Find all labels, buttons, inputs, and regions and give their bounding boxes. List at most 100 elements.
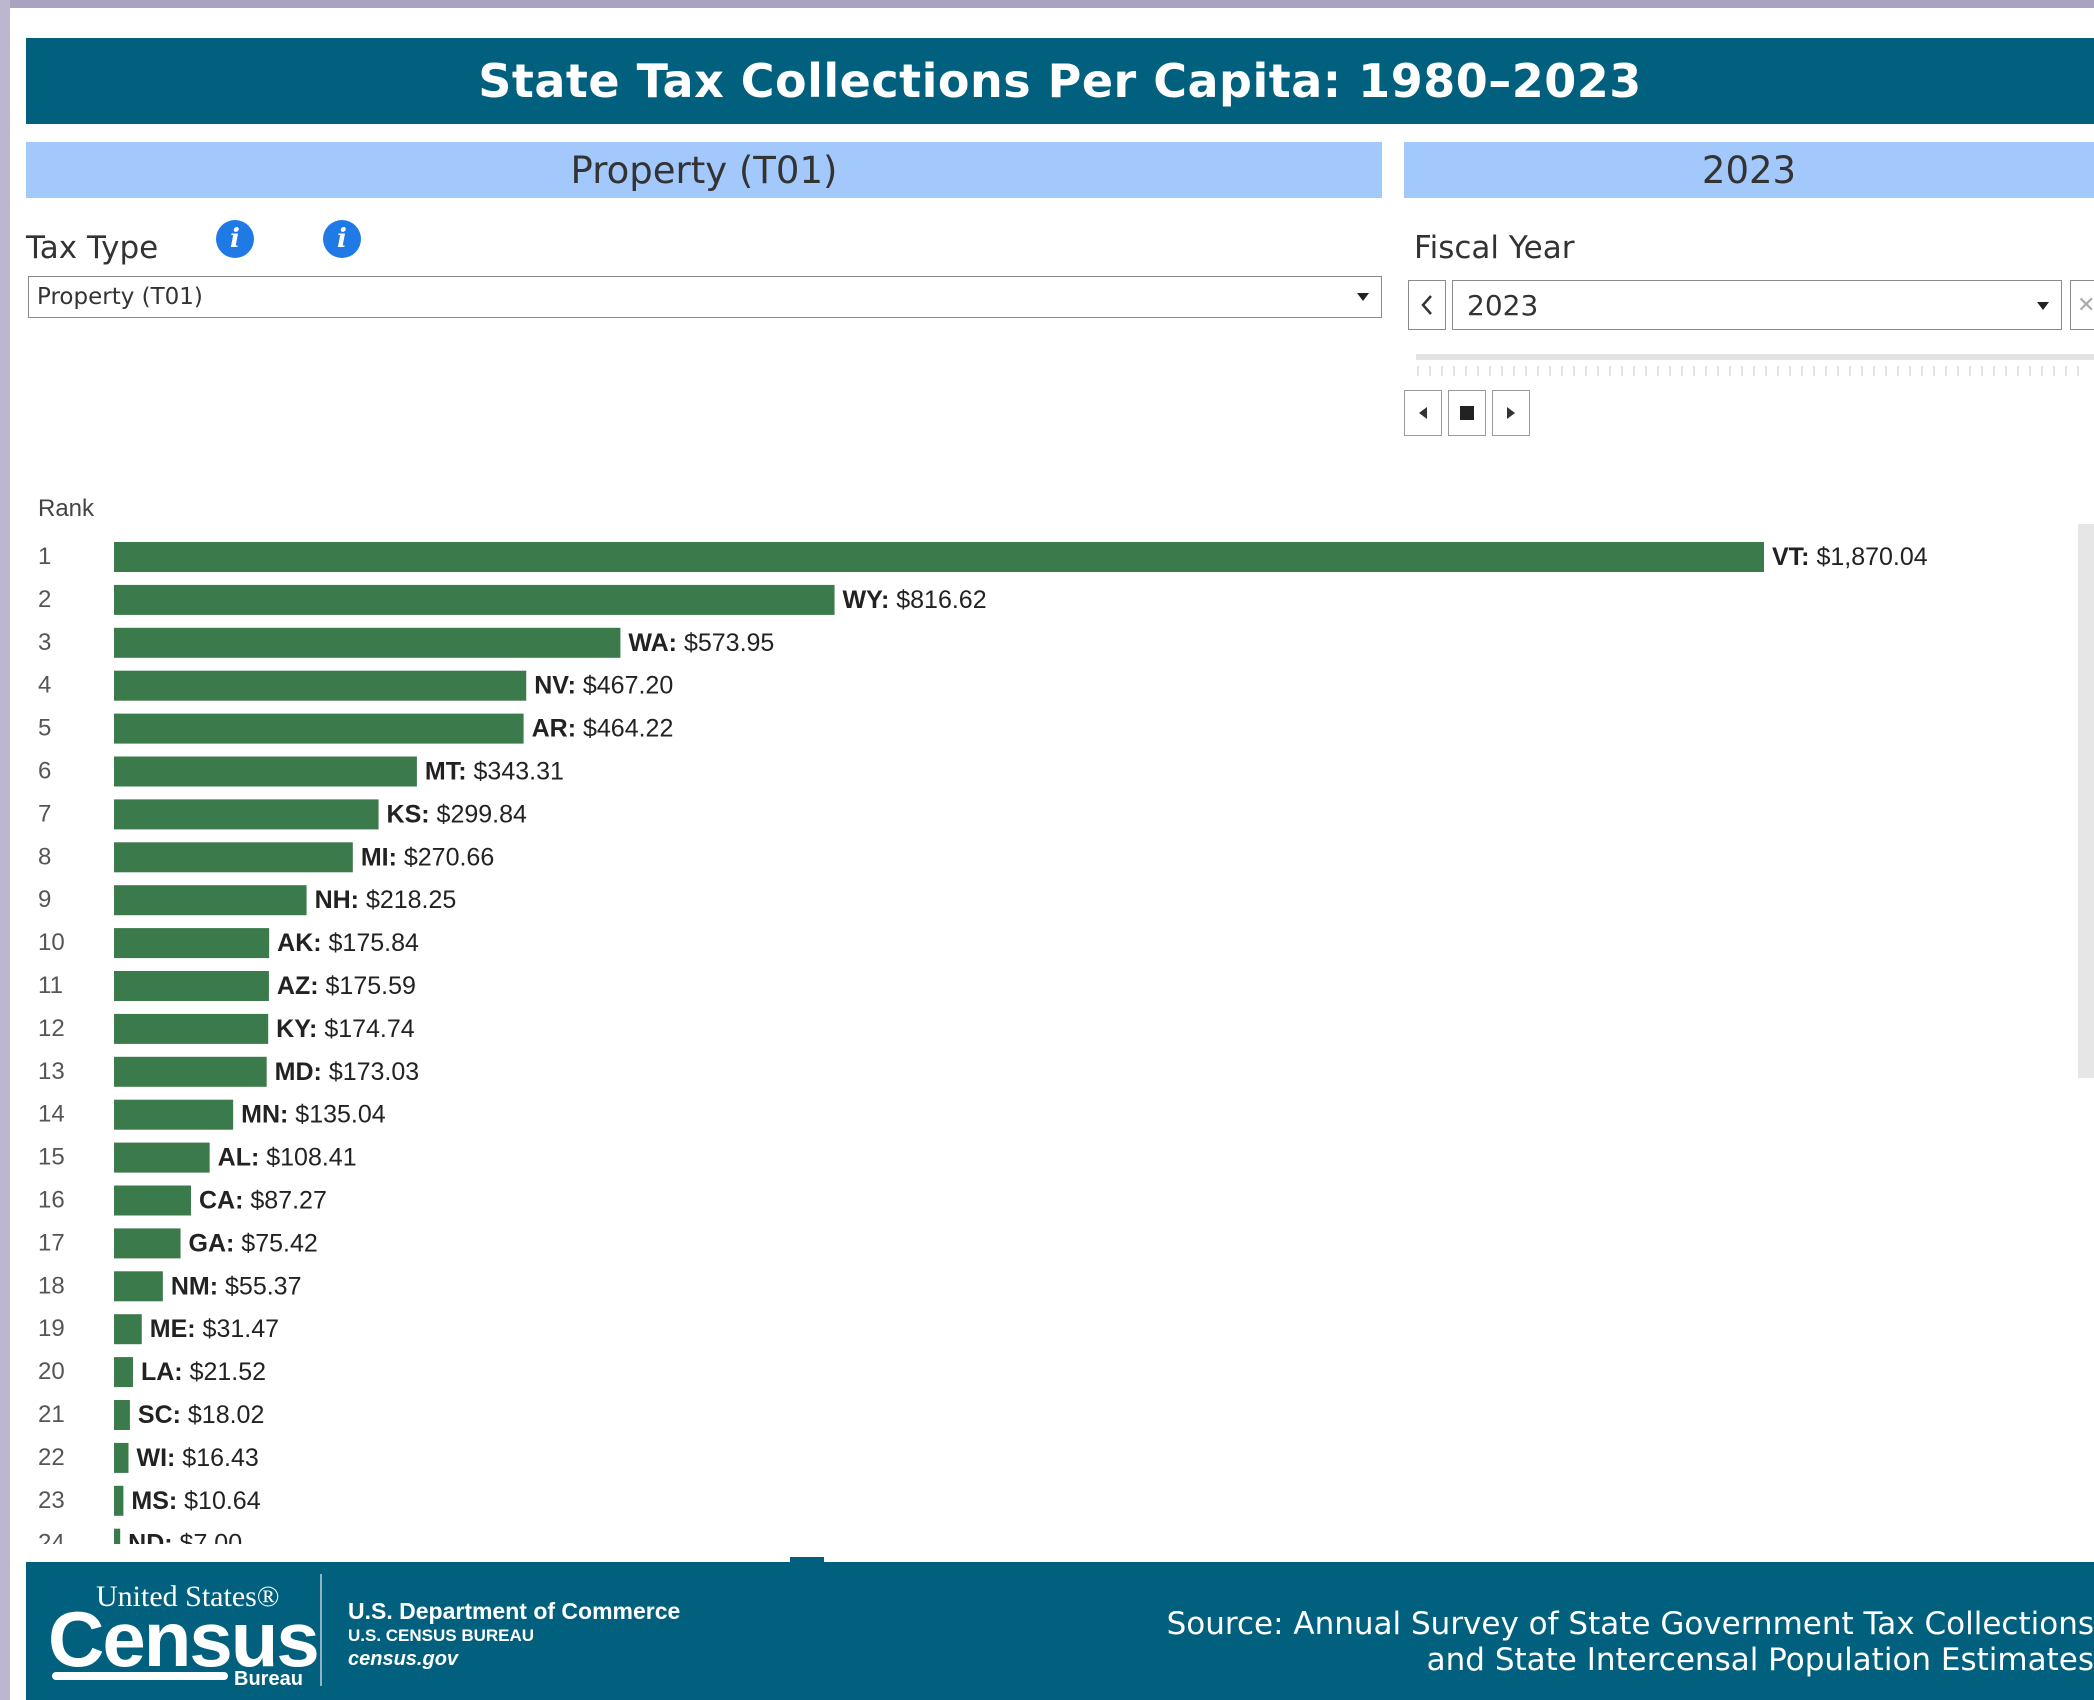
- footer-divider: [320, 1574, 322, 1686]
- bar-ak[interactable]: [114, 928, 270, 959]
- census-gov-link[interactable]: census.gov: [348, 1648, 459, 1670]
- bar-al[interactable]: [114, 1142, 210, 1173]
- data-label-ar: AR: $464.22: [532, 715, 674, 743]
- data-label-ga: GA: $75.42: [189, 1229, 318, 1257]
- tax-type-dropdown[interactable]: Property (T01): [28, 276, 1382, 318]
- rank-axis-label: Rank: [38, 495, 95, 522]
- step-back-button[interactable]: [1404, 390, 1442, 436]
- close-icon: ✕: [2077, 292, 2094, 318]
- data-label-md: MD: $173.03: [275, 1058, 420, 1086]
- rank-tick-label: 1: [38, 543, 51, 570]
- rank-tick-label: 5: [38, 715, 51, 742]
- data-label-ak: AK: $175.84: [277, 929, 419, 957]
- bar-nd[interactable]: [114, 1528, 121, 1544]
- data-label-ms: MS: $10.64: [131, 1487, 260, 1515]
- bar-ks[interactable]: [114, 799, 379, 830]
- fiscal-year-dropdown-value: 2023: [1467, 288, 1539, 322]
- chevron-down-icon: [1357, 293, 1369, 301]
- clear-year-button[interactable]: ✕: [2070, 280, 2094, 330]
- bar-ar[interactable]: [114, 713, 524, 744]
- logo-census: Census: [48, 1595, 320, 1683]
- bar-nh[interactable]: [114, 885, 307, 916]
- rank-tick-label: 4: [38, 672, 51, 699]
- data-label-nv: NV: $467.20: [534, 672, 673, 700]
- dept-line-2: U.S. CENSUS BUREAU: [348, 1626, 535, 1645]
- data-label-al: AL: $108.41: [218, 1144, 357, 1172]
- bar-mn[interactable]: [114, 1099, 234, 1130]
- data-label-vt: VT: $1,870.04: [1772, 543, 1928, 571]
- chevron-down-icon: [2037, 302, 2049, 310]
- bar-ms[interactable]: [114, 1485, 124, 1516]
- rank-tick-label: 14: [38, 1101, 65, 1128]
- rank-tick-label: 18: [38, 1272, 65, 1299]
- data-label-ks: KS: $299.84: [387, 800, 527, 828]
- bar-ga[interactable]: [114, 1228, 181, 1259]
- data-label-ky: KY: $174.74: [276, 1015, 415, 1043]
- rank-tick-label: 13: [38, 1058, 65, 1085]
- bar-md[interactable]: [114, 1056, 267, 1087]
- logo-bureau: Bureau: [234, 1668, 303, 1690]
- census-logo: United States® Census Bureau: [48, 1576, 320, 1690]
- data-label-nh: NH: $218.25: [315, 886, 457, 914]
- bar-wa[interactable]: [114, 627, 621, 658]
- bar-me[interactable]: [114, 1314, 142, 1345]
- rank-tick-label: 15: [38, 1144, 65, 1171]
- chevron-left-icon: [1421, 295, 1432, 315]
- bar-mt[interactable]: [114, 756, 417, 787]
- bar-wy[interactable]: [114, 584, 835, 615]
- bar-ky[interactable]: [114, 1013, 269, 1044]
- rank-tick-label: 22: [38, 1444, 65, 1471]
- data-label-mt: MT: $343.31: [425, 758, 564, 786]
- dept-line-1: U.S. Department of Commerce: [348, 1598, 681, 1624]
- rank-tick-label: 12: [38, 1015, 65, 1042]
- stop-button[interactable]: [1448, 390, 1486, 436]
- fiscal-year-label: Fiscal Year: [1414, 230, 1575, 266]
- year-heading: 2023: [1404, 142, 2094, 198]
- bar-wi[interactable]: [114, 1442, 129, 1473]
- ranked-bar-chart: Rank 1 VT: $1,870.04 2 WY: $816.62 3 WA: $573.…: [38, 495, 1928, 1544]
- rank-tick-label: 17: [38, 1229, 65, 1256]
- stop-icon: [1460, 406, 1474, 420]
- data-label-nm: NM: $55.37: [171, 1272, 302, 1300]
- data-label-az: AZ: $175.59: [277, 972, 416, 1000]
- bar-mi[interactable]: [114, 842, 353, 873]
- rank-tick-label: 9: [38, 886, 51, 913]
- rank-tick-label: 21: [38, 1401, 65, 1428]
- source-line-1: Source: Annual Survey of State Governmen…: [1166, 1606, 2094, 1642]
- info-icon[interactable]: i: [323, 220, 361, 258]
- footer: United States® Census Bureau U.S. Depart…: [26, 1562, 2094, 1700]
- rank-tick-label: 2: [38, 586, 51, 613]
- outer-frame-top: [0, 0, 2094, 8]
- play-back-icon: [1419, 407, 1427, 419]
- bar-vt[interactable]: [114, 542, 1764, 572]
- bar-nv[interactable]: [114, 670, 527, 701]
- data-label-wa: WA: $573.95: [628, 629, 774, 657]
- bar-la[interactable]: [114, 1357, 133, 1388]
- fiscal-year-dropdown[interactable]: 2023: [1452, 280, 2062, 330]
- bar-nm[interactable]: [114, 1271, 163, 1302]
- step-forward-button[interactable]: [1492, 390, 1530, 436]
- page-title: State Tax Collections Per Capita: 1980–2…: [26, 38, 2094, 124]
- outer-frame-left: [0, 0, 10, 1700]
- year-slider-ticks: [1417, 366, 2079, 376]
- rank-tick-label: 20: [38, 1358, 65, 1385]
- info-icon[interactable]: i: [216, 220, 254, 258]
- bar-az[interactable]: [114, 971, 269, 1001]
- data-label-la: LA: $21.52: [141, 1358, 266, 1386]
- chart-scrollbar[interactable]: [2078, 524, 2094, 1078]
- rank-tick-label: 7: [38, 800, 51, 827]
- rank-tick-label: 23: [38, 1487, 65, 1514]
- year-slider-track[interactable]: [1416, 354, 2094, 360]
- bar-ca[interactable]: [114, 1185, 192, 1216]
- footer-notch: [790, 1557, 824, 1563]
- rank-tick-label: 3: [38, 629, 51, 656]
- rank-tick-label: 11: [38, 972, 63, 999]
- data-label-sc: SC: $18.02: [138, 1401, 264, 1429]
- previous-year-button[interactable]: [1408, 280, 1446, 330]
- data-label-mi: MI: $270.66: [361, 843, 494, 871]
- rank-tick-label: 6: [38, 758, 51, 785]
- logo-united-states: United States®: [96, 1580, 280, 1613]
- tax-type-label: Tax Type: [26, 230, 159, 266]
- tax-type-heading: Property (T01): [26, 142, 1382, 198]
- bar-sc[interactable]: [114, 1400, 130, 1430]
